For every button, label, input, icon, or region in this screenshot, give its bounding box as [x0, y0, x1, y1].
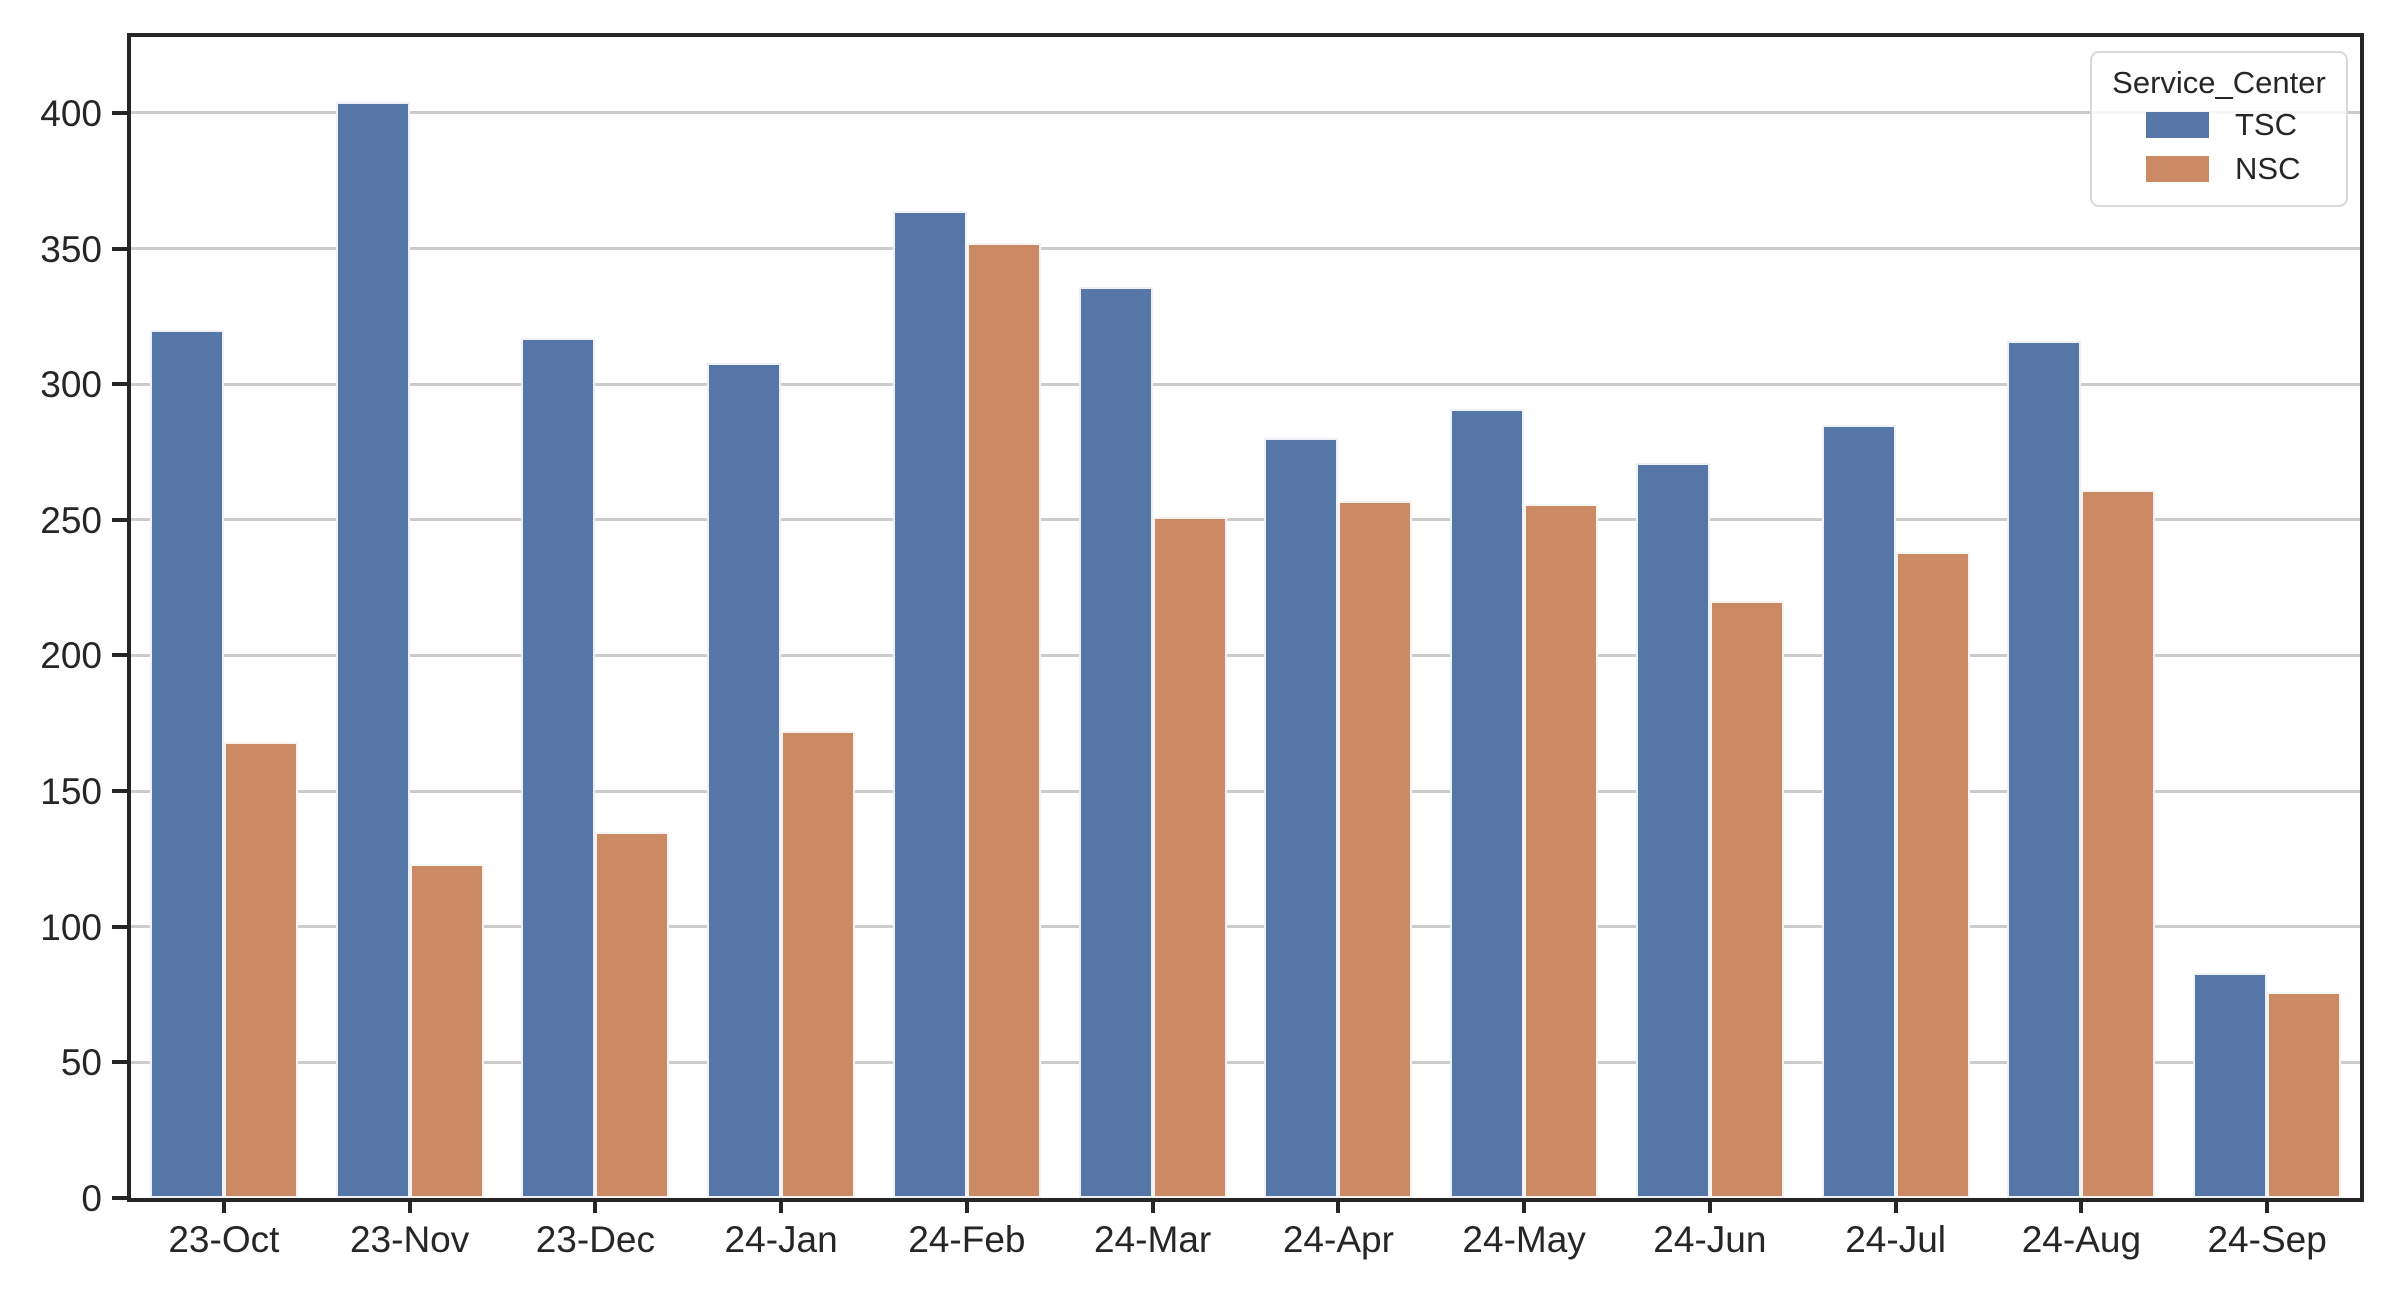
- y-tick-mark-250: [112, 517, 127, 522]
- x-tick-mark-24-Feb: [964, 1198, 969, 1213]
- legend-row-NSC: NSC: [2106, 147, 2332, 191]
- y-tick-mark-50: [112, 1060, 127, 1065]
- bar-NSC-24-Apr: [1338, 500, 1413, 1198]
- bar-TSC-23-Oct: [149, 329, 224, 1198]
- x-tick-label-24-May: 24-May: [1462, 1219, 1586, 1260]
- x-tick-mark-24-Aug: [2079, 1198, 2084, 1213]
- y-tick-label-250: 250: [40, 499, 102, 541]
- x-tick-mark-24-Mar: [1150, 1198, 1155, 1213]
- legend-swatch-NSC: [2146, 156, 2209, 182]
- x-tick-mark-24-May: [1522, 1198, 1527, 1213]
- bar-TSC-23-Nov: [335, 102, 410, 1198]
- legend-swatch-TSC: [2146, 112, 2209, 138]
- bar-NSC-23-Nov: [409, 864, 484, 1198]
- y-tick-label-50: 50: [60, 1042, 102, 1084]
- y-tick-label-200: 200: [40, 635, 102, 677]
- y-tick-mark-400: [112, 110, 127, 115]
- bar-NSC-23-Oct: [223, 742, 298, 1198]
- y-tick-label-300: 300: [40, 364, 102, 406]
- x-tick-label-24-Jun: 24-Jun: [1653, 1219, 1767, 1260]
- x-tick-label-24-Sep: 24-Sep: [2207, 1219, 2327, 1260]
- gridline-y-200: [131, 653, 2360, 657]
- gridline-y-300: [131, 382, 2360, 386]
- legend-label-NSC: NSC: [2235, 151, 2301, 186]
- x-tick-label-24-Aug: 24-Aug: [2021, 1219, 2142, 1260]
- bar-NSC-24-Feb: [966, 243, 1041, 1198]
- legend-title: Service_Center: [2112, 65, 2326, 100]
- y-tick-mark-150: [112, 789, 127, 794]
- legend-label-TSC: TSC: [2235, 107, 2297, 142]
- bar-TSC-24-May: [1450, 408, 1525, 1198]
- bar-NSC-24-May: [1524, 503, 1599, 1198]
- bar-TSC-24-Jul: [1821, 424, 1896, 1198]
- bar-TSC-23-Dec: [521, 338, 596, 1198]
- y-tick-label-350: 350: [40, 228, 102, 270]
- bar-TSC-24-Jun: [1635, 462, 1710, 1198]
- bar-NSC-24-Mar: [1152, 517, 1227, 1198]
- y-tick-label-400: 400: [40, 92, 102, 134]
- bar-TSC-24-Jan: [707, 362, 782, 1198]
- gridline-y-150: [131, 789, 2360, 793]
- y-tick-mark-100: [112, 924, 127, 929]
- x-tick-mark-23-Oct: [221, 1198, 226, 1213]
- bar-TSC-24-Feb: [892, 210, 967, 1198]
- gridline-y-50: [131, 1060, 2360, 1064]
- plot-area: Service_Center TSC NSC: [127, 33, 2364, 1202]
- gridline-y-100: [131, 925, 2360, 929]
- bar-NSC-24-Jan: [781, 731, 856, 1198]
- x-tick-mark-24-Jun: [1707, 1198, 1712, 1213]
- x-tick-label-23-Nov: 23-Nov: [349, 1219, 470, 1260]
- x-tick-mark-24-Jan: [779, 1198, 784, 1213]
- y-tick-label-100: 100: [40, 906, 102, 948]
- x-tick-mark-24-Sep: [2265, 1198, 2270, 1213]
- y-tick-mark-350: [112, 246, 127, 251]
- gridline-y-250: [131, 518, 2360, 522]
- y-tick-label-150: 150: [40, 771, 102, 813]
- legend-items: TSC NSC: [2106, 103, 2332, 191]
- y-tick-mark-0: [112, 1196, 127, 1200]
- legend-row-TSC: TSC: [2106, 103, 2332, 147]
- x-tick-label-24-Apr: 24-Apr: [1282, 1219, 1394, 1260]
- x-tick-label-23-Dec: 23-Dec: [535, 1219, 656, 1260]
- x-tick-label-24-Jan: 24-Jan: [724, 1219, 838, 1260]
- bar-NSC-24-Jul: [1895, 552, 1970, 1198]
- gridline-y-400: [131, 111, 2360, 115]
- bar-NSC-24-Jun: [1709, 601, 1784, 1198]
- bar-NSC-24-Sep: [2267, 991, 2342, 1198]
- x-tick-label-23-Oct: 23-Oct: [168, 1219, 280, 1260]
- x-tick-mark-23-Nov: [407, 1198, 412, 1213]
- bar-TSC-24-Mar: [1078, 286, 1153, 1198]
- bar-TSC-24-Sep: [2193, 972, 2268, 1198]
- bar-NSC-24-Aug: [2081, 490, 2156, 1198]
- y-tick-mark-200: [112, 653, 127, 658]
- x-tick-mark-24-Apr: [1336, 1198, 1341, 1213]
- bar-TSC-24-Apr: [1264, 438, 1339, 1198]
- x-tick-mark-23-Dec: [593, 1198, 598, 1213]
- bar-NSC-23-Dec: [595, 831, 670, 1198]
- y-tick-mark-300: [112, 382, 127, 387]
- x-tick-label-24-Mar: 24-Mar: [1094, 1219, 1212, 1260]
- x-tick-label-24-Feb: 24-Feb: [908, 1219, 1026, 1260]
- x-tick-mark-24-Jul: [1893, 1198, 1898, 1213]
- gridline-y-350: [131, 247, 2360, 251]
- bar-TSC-24-Aug: [2007, 340, 2082, 1198]
- legend: Service_Center TSC NSC: [2090, 51, 2348, 207]
- x-tick-label-24-Jul: 24-Jul: [1845, 1219, 1947, 1260]
- y-tick-label-0: 0: [81, 1178, 102, 1219]
